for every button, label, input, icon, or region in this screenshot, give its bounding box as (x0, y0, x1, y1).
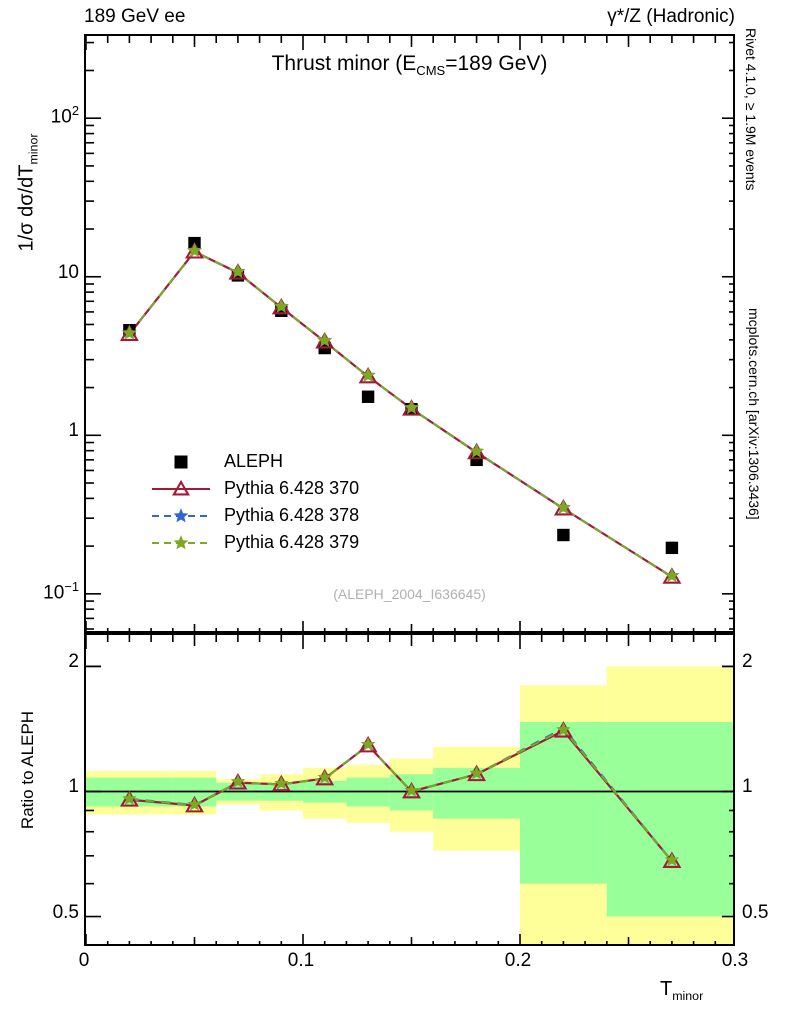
y-axis-label-main-pre: 1/σ dσ/dT (15, 164, 38, 252)
legend-label-pythia-379: Pythia 6.428 379 (224, 532, 360, 552)
marker-star (556, 722, 571, 736)
marker-star (317, 332, 333, 347)
y-tick-label-main-1: 10 (57, 261, 79, 283)
x-axis-label: Tminor (660, 978, 703, 1003)
legend: ALEPH Pythia 6.428 370 Pythia 6.428 378 … (150, 448, 359, 556)
legend-item-aleph[interactable]: ALEPH (150, 448, 359, 475)
header-process: γ*/Z (Hadronic) (607, 6, 735, 27)
header-collision-energy: 189 GeV ee (84, 6, 186, 27)
ratio-plot-area (86, 635, 733, 944)
marker-star (469, 443, 485, 458)
legend-label-aleph: ALEPH (224, 451, 284, 471)
x-tick-label-2: 0.2 (504, 950, 532, 971)
plot-title-pre: Thrust minor (E (271, 52, 417, 75)
marker-star (122, 791, 137, 805)
rivet-version-text: Rivet 4.1.0, ≥ 1.9M events (743, 28, 759, 191)
marker-star (317, 770, 332, 784)
legend-key-pythia-378-line (150, 506, 212, 526)
marker-star (555, 499, 571, 514)
y-axis-label-ratio: Ratio to ALEPH (18, 710, 37, 830)
y-tick-label-main-2: 1 (68, 420, 79, 442)
ratio-plot-frame (84, 633, 735, 946)
data-series-line (129, 728, 673, 862)
x-axis-label-sub: minor (672, 989, 704, 1003)
marker-star (404, 399, 419, 415)
marker-square (470, 453, 483, 467)
x-tick-label-1: 0.1 (287, 950, 315, 971)
legend-key-pythia-379-line (150, 533, 212, 553)
legend-item-pythia-379[interactable]: Pythia 6.428 379 (150, 529, 359, 556)
marker-square (557, 528, 570, 542)
plot-canvas (86, 635, 733, 944)
marker-star (173, 534, 189, 549)
plot-title: Thrust minor (ECMS=189 GeV) (84, 52, 735, 78)
x-tick-label-3: 0.3 (721, 950, 749, 971)
data-series-line (128, 250, 673, 578)
marker-star (187, 242, 202, 257)
marker-square (665, 541, 679, 555)
main-plot-area (86, 36, 733, 631)
marker-star (469, 765, 484, 780)
legend-label-pythia-370: Pythia 6.428 370 (224, 478, 360, 498)
legend-item-pythia-378[interactable]: Pythia 6.428 378 (150, 502, 359, 529)
marker-star (230, 774, 245, 788)
analysis-watermark: (ALEPH_2004_I636645) (333, 586, 486, 602)
marker-star (273, 298, 289, 313)
y-axis-label-main-sub: minor (26, 133, 41, 165)
marker-star (173, 507, 189, 522)
plot-canvas (152, 507, 210, 522)
plot-title-sub: CMS (416, 63, 446, 79)
y-tick-label-ratio-right-0: 2 (742, 651, 753, 673)
marker-star (404, 783, 419, 797)
legend-key-pythia-370-line (150, 479, 212, 499)
y-tick-label-ratio-right-1: 1 (742, 776, 753, 798)
uncertainty-band-inner (606, 721, 733, 917)
y-tick-label-ratio-left-1: 1 (68, 776, 79, 798)
plot-canvas (174, 455, 188, 468)
main-plot-frame (84, 34, 735, 633)
plot-canvas (86, 36, 733, 631)
marker-square (361, 390, 375, 403)
y-tick-label-main-0: 102 (50, 103, 79, 128)
uncertainty-band-inner (520, 721, 607, 884)
y-axis-label-main: 1/σ dσ/dTminor (16, 103, 41, 283)
y-tick-label-ratio-left-0: 2 (68, 651, 79, 673)
marker-star (664, 568, 680, 583)
y-tick-label-ratio-right-2: 0.5 (742, 901, 769, 923)
legend-key-aleph-marker (150, 452, 212, 472)
marker-star (121, 325, 137, 340)
legend-item-pythia-370[interactable]: Pythia 6.428 370 (150, 475, 359, 502)
marker-star (360, 367, 376, 382)
marker-star (361, 737, 376, 751)
marker-star (187, 797, 202, 811)
marker-star (274, 776, 289, 790)
plot-canvas (152, 534, 210, 549)
y-tick-label-ratio-left-2: 0.5 (52, 901, 79, 923)
marker-square (174, 455, 188, 468)
plot-canvas (152, 479, 210, 496)
x-tick-label-0: 0 (78, 950, 90, 971)
marker-star (230, 263, 246, 279)
marker-star (664, 852, 679, 866)
y-tick-label-main-3: 10−1 (43, 578, 79, 604)
x-axis-label-main: T (660, 978, 673, 1000)
plot-title-post: =189 GeV) (445, 52, 548, 75)
marker-triangle (172, 479, 190, 496)
mcplots-reference-text: mcplots.cern.ch [arXiv:1306.3436] (746, 308, 762, 520)
legend-label-pythia-378: Pythia 6.428 378 (224, 505, 360, 525)
